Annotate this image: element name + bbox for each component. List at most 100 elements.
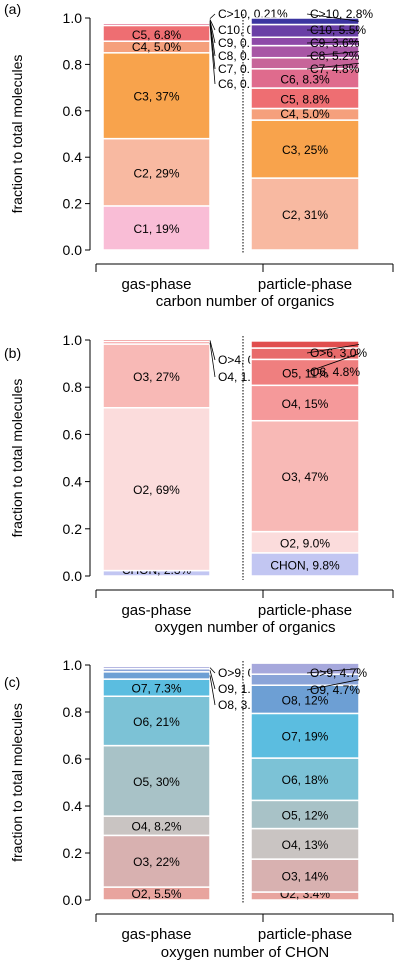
bar-segment: [102, 205, 211, 251]
segment-label: O4, 15%: [282, 397, 329, 411]
leader-line: [306, 62, 360, 70]
y-tick-label: 0.0: [63, 568, 83, 584]
x-category-label: particle-phase: [258, 926, 352, 943]
bar-segment: [250, 757, 360, 802]
x-category-label: particle-phase: [258, 276, 352, 293]
leader-line: [209, 670, 216, 690]
segment-label: C5, 6.8%: [132, 28, 182, 42]
bar-segment: [250, 419, 360, 533]
bar-segment: [102, 338, 211, 343]
y-tick-label: 0.6: [63, 751, 83, 767]
segment-label: C4, 5.0%: [132, 40, 182, 54]
leader-line: [306, 353, 360, 373]
bar-segment: [250, 827, 360, 860]
bar-segment: [250, 119, 360, 179]
segment-label: O7, 7.3%: [131, 682, 181, 696]
segment-label: O5, 11%: [282, 366, 328, 380]
segment-label: C2, 31%: [282, 208, 328, 222]
y-tick-label: 0.8: [63, 56, 83, 72]
segment-label-outside: O>6, 3.0%: [310, 346, 367, 360]
x-axis-title: oxygen number of organics: [155, 619, 336, 636]
bar-segment: [250, 684, 360, 715]
y-tick-label: 0.2: [63, 845, 83, 861]
x-axis-title: carbon number of organics: [156, 293, 334, 310]
leader-line: [209, 24, 216, 85]
y-axis-title: fraction to total molecules: [9, 379, 25, 538]
bar-segment: [102, 343, 211, 409]
leader-line: [306, 29, 360, 32]
y-tick-label: 0.6: [63, 426, 83, 442]
segment-label-outside: O6, 4.8%: [310, 365, 360, 379]
y-tick-label: 0.8: [63, 704, 83, 720]
segment-label: O2, 5.5%: [131, 887, 181, 901]
leader-line: [209, 340, 216, 361]
segment-label: O2, 9.0%: [280, 536, 330, 550]
segment-label: O2, 69%: [133, 483, 180, 497]
panel-label: (a): [4, 1, 21, 17]
bar-segment: [102, 744, 211, 817]
bar-segment: [102, 52, 211, 140]
y-axis-title: fraction to total molecules: [9, 703, 25, 862]
segment-label: O3, 14%: [282, 870, 329, 884]
segment-label: C1, 19%: [133, 222, 179, 236]
segment-label: O6, 21%: [133, 715, 180, 729]
bar-segment: [250, 177, 360, 251]
segment-label: C3, 37%: [133, 90, 179, 104]
x-category-label: particle-phase: [258, 602, 352, 619]
y-tick-label: 1.0: [63, 657, 83, 673]
bar-segment: [102, 406, 211, 572]
segment-label: O4, 8.2%: [131, 820, 181, 834]
leader-line: [306, 13, 360, 22]
segment-label: O8, 12%: [282, 693, 329, 707]
segment-label-outside: C>10, 2.8%: [310, 7, 373, 21]
segment-label-outside: O>9, 4.7%: [310, 666, 367, 680]
leader-line: [306, 41, 360, 44]
segment-label: O7, 19%: [282, 730, 329, 744]
y-tick-label: 0.0: [63, 242, 83, 258]
x-axis-title: oxygen number of CHON: [161, 944, 329, 961]
x-category-label: gas-phase: [121, 926, 191, 943]
y-tick-label: 1.0: [63, 332, 83, 348]
segment-label: C5, 8.8%: [280, 92, 330, 106]
bar-segment: [102, 17, 211, 20]
chart-panel-1: (b) 0.0 0.2 0.4 0.6 0.8 1.0 fraction to total m…: [4, 332, 394, 636]
leader-line: [306, 51, 360, 57]
leader-line: [209, 667, 216, 674]
segment-label: C2, 29%: [133, 166, 179, 180]
leader-line: [209, 675, 216, 706]
leader-line: [209, 20, 216, 44]
segment-label-outside: C7, 4.8%: [310, 62, 360, 76]
bar-segment: [250, 384, 360, 422]
y-tick-label: 0.4: [63, 474, 83, 490]
segment-label-outside: C8, 5.2%: [310, 49, 360, 63]
chart-panel-2: (c) 0.0 0.2 0.4 0.6 0.8 1.0 fraction to total m…: [4, 657, 394, 961]
bar-segment: [102, 695, 211, 747]
panel-label: (c): [4, 674, 20, 690]
segment-label-outside: O9, 4.7%: [310, 683, 360, 697]
segment-label: O5, 30%: [133, 775, 180, 789]
segment-label: O3, 47%: [282, 470, 329, 484]
y-tick-label: 0.0: [63, 892, 83, 908]
segment-label: O3, 27%: [133, 370, 180, 384]
leader-line: [306, 668, 360, 674]
leader-line: [209, 19, 216, 31]
y-tick-label: 1.0: [63, 10, 83, 26]
y-tick-label: 0.2: [63, 521, 83, 537]
leader-line: [306, 679, 360, 691]
segment-label: C4, 5.0%: [280, 107, 330, 121]
x-category-label: gas-phase: [121, 276, 191, 293]
segment-label: O4, 13%: [282, 838, 329, 852]
bar-segment: [102, 834, 211, 888]
y-tick-label: 0.8: [63, 379, 83, 395]
segment-label: CHON, 9.8%: [270, 558, 340, 572]
y-tick-label: 0.4: [63, 149, 83, 165]
segment-label: O6, 18%: [282, 773, 329, 787]
segment-label: C3, 25%: [282, 143, 328, 157]
chart-panel-0: (a) 0.0 0.2 0.4 0.6 0.8 1.0 fraction to total m…: [4, 1, 394, 310]
leader-line: [306, 344, 360, 354]
bar-segment: [102, 665, 211, 670]
y-axis-title: fraction to total molecules: [9, 55, 25, 214]
segment-label: O5, 12%: [282, 808, 329, 822]
segment-label-outside: C9, 3.6%: [310, 36, 360, 50]
